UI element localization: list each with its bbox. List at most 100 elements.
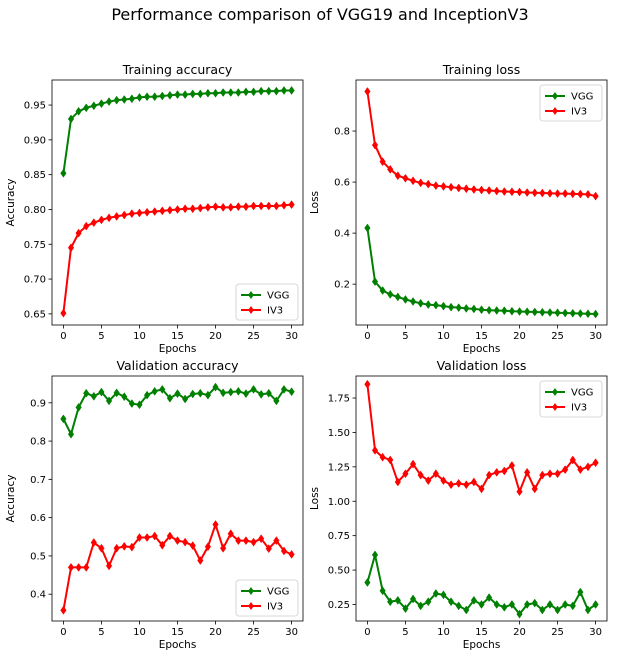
training-accuracy-point-iv3 [151,207,158,216]
validation-accuracy-point-iv3 [121,541,128,551]
training-loss-x-axis-label: Epochs [463,343,501,355]
validation-accuracy-point-vgg [182,394,189,404]
validation-loss-point-iv3 [387,455,394,465]
training-accuracy-point-vgg [151,92,158,102]
validation-loss-legend-label-iv3: IV3 [571,403,587,414]
training-accuracy-point-iv3 [128,209,135,219]
validation-loss-y-axis-label: Loss [309,487,321,510]
training-accuracy-series-vgg [60,86,295,178]
training-loss-point-vgg [493,306,500,315]
training-accuracy-point-vgg [128,94,135,104]
validation-accuracy-point-iv3 [98,543,105,553]
training-loss-point-iv3 [409,176,417,186]
training-loss-point-vgg [546,308,554,317]
training-loss-point-iv3 [379,157,386,167]
validation-loss-point-iv3 [486,470,493,480]
training-loss-point-vgg [508,306,516,316]
validation-loss-legend: VGG IV3 [539,380,603,418]
training-loss-point-iv3 [463,184,470,194]
training-loss-y-tick-label: 0.2 [334,280,350,291]
validation-loss-point-vgg [463,605,470,615]
validation-loss-point-vgg [531,598,538,608]
validation-accuracy-series-vgg [60,382,295,439]
validation-accuracy-panel: Validation accuracy 0 5 10 15 20 25 30 0.4 0.5 0.6… [5,358,304,651]
validation-loss-point-iv3 [569,455,576,465]
training-loss-point-vgg [364,223,371,233]
validation-loss-series-iv3 [364,379,599,497]
validation-loss-legend-marker-iv3 [552,403,558,411]
validation-accuracy-point-vgg [98,387,105,397]
training-accuracy-point-iv3 [75,228,82,238]
training-accuracy-point-iv3 [90,218,97,228]
training-loss-point-vgg [478,305,485,315]
training-loss-point-vgg [432,300,439,310]
training-loss-x-tick-label: 30 [589,331,602,342]
training-accuracy-point-iv3 [212,202,219,212]
validation-accuracy-point-iv3 [273,536,280,546]
training-loss-point-iv3 [478,185,485,195]
validation-loss-point-iv3 [524,467,531,477]
validation-accuracy-point-iv3 [166,531,173,541]
training-loss-y-axis-label: Loss [309,191,321,214]
training-loss-point-iv3 [493,186,500,196]
training-accuracy-point-vgg [174,90,181,100]
training-accuracy-point-iv3 [143,207,151,217]
training-loss-point-vgg [554,308,561,318]
validation-loss-point-vgg [455,601,462,611]
training-loss-point-vgg [486,305,493,315]
validation-accuracy-point-vgg [258,389,265,399]
training-loss-x-tick-label: 25 [551,331,564,342]
training-loss-point-iv3 [486,186,493,195]
validation-loss-x-tick-label: 0 [364,627,370,638]
training-loss-title: Training loss [442,62,520,77]
training-loss-point-iv3 [569,189,576,199]
training-loss-point-iv3 [432,181,439,191]
training-accuracy-point-iv3 [121,210,128,220]
training-loss-point-vgg [592,309,599,319]
training-accuracy-point-vgg [136,92,143,102]
training-loss-point-iv3 [394,171,401,181]
training-loss-point-iv3 [417,178,424,188]
validation-loss-point-vgg [493,600,500,609]
validation-accuracy-point-vgg [174,389,181,399]
training-loss-line-vgg [366,227,596,316]
validation-loss-point-vgg [577,587,584,597]
validation-loss-x-axis-label: Epochs [463,639,501,651]
validation-accuracy-point-vgg [197,388,204,398]
validation-loss-point-iv3 [417,470,424,480]
validation-loss-point-iv3 [409,459,417,469]
training-accuracy-point-vgg [280,86,288,95]
training-accuracy-y-tick-label: 0.75 [24,240,46,251]
validation-loss-point-iv3 [440,476,447,486]
validation-loss-point-vgg [447,597,455,607]
training-accuracy-point-iv3 [136,208,143,218]
validation-accuracy-x-tick-label: 0 [60,627,66,638]
validation-loss-point-iv3 [584,462,592,472]
training-accuracy-y-axis-label: Accuracy [5,179,17,227]
validation-accuracy-point-vgg [166,393,173,403]
training-accuracy-point-vgg [166,90,173,100]
validation-loss-point-vgg [379,586,386,596]
training-loss-point-iv3 [584,189,592,199]
training-accuracy-point-iv3 [235,202,242,212]
validation-loss-point-vgg [478,600,485,609]
training-loss-legend: VGG IV3 [539,84,603,122]
validation-accuracy-point-iv3 [258,534,265,544]
validation-accuracy-point-iv3 [212,520,219,529]
training-accuracy-point-vgg [113,95,120,105]
validation-loss-point-iv3 [470,477,477,487]
training-loss-x-tick-label: 0 [364,331,370,342]
training-loss-point-vgg [409,297,417,306]
validation-accuracy-point-vgg [280,384,288,394]
training-loss-series-vgg [364,223,599,319]
training-accuracy-point-iv3 [220,202,227,212]
validation-loss-y-tick-label: 1.00 [328,497,350,508]
validation-accuracy-point-vgg [83,388,90,398]
training-accuracy-point-vgg [189,89,196,99]
validation-accuracy-point-vgg [105,396,113,406]
training-accuracy-point-iv3 [227,202,234,212]
training-accuracy-title: Training accuracy [122,62,233,77]
validation-loss-point-iv3 [478,484,485,494]
training-accuracy-point-vgg [227,88,234,97]
